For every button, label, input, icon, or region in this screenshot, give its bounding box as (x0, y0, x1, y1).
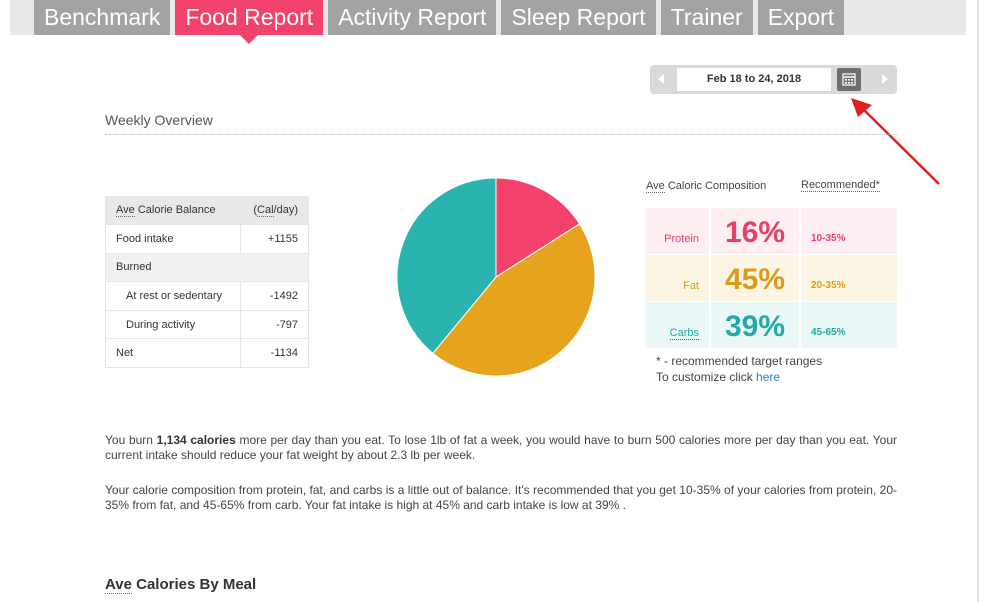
caloric-composition-pie-chart (397, 178, 595, 376)
net-label: Net (105, 338, 241, 369)
calorie-balance-table: Ave Calorie Balance (Cal/day) Food intak… (105, 196, 309, 369)
header-unit: (Cal/day) (240, 196, 309, 226)
fat-percent: 45% (711, 255, 799, 301)
table-row: Food intake +1155 (105, 224, 309, 254)
tab-export[interactable]: Export (757, 0, 845, 35)
previous-week-icon[interactable] (658, 74, 664, 84)
fat-label: Fat (645, 255, 709, 301)
carbs-recommended: 45-65% (801, 302, 897, 348)
composition-grid: Protein 16% 10-35% Fat 45% 20-35% Carbs … (645, 208, 897, 349)
active-tab-caret (239, 34, 260, 44)
summary-paragraph-2: Your calorie composition from protein, f… (105, 483, 897, 512)
tab-label: Activity Report (338, 4, 487, 30)
calendar-button[interactable] (837, 68, 861, 91)
composition-title: Ave Caloric Composition (646, 180, 767, 193)
carbs-label[interactable]: Carbs (645, 302, 709, 348)
summary-paragraph-1: You burn 1,134 calories more per day tha… (105, 433, 897, 463)
customize-text: To customize click (656, 370, 757, 384)
tab-label: Food Report (185, 4, 314, 30)
customize-line: To customize click here (656, 369, 822, 385)
header-label: Ave Calorie Balance (105, 196, 241, 226)
report-tabs: Benchmark Food Report Activity Report Sl… (34, 0, 845, 44)
scrollbar-track[interactable] (977, 0, 979, 602)
fat-row: Fat 45% 20-35% (645, 255, 897, 302)
table-row: Burned (105, 253, 309, 283)
recommended-title: Recommended* (801, 179, 880, 192)
section-divider (105, 134, 897, 135)
header-label-rest: Calorie Balance (134, 204, 216, 217)
fat-recommended: 20-35% (801, 255, 897, 301)
red-annotation-arrow-icon (851, 98, 940, 185)
tab-sleep-report[interactable]: Sleep Report (501, 0, 656, 35)
ave-abbr: Ave (646, 180, 665, 193)
table-row: During activity -797 (105, 310, 309, 340)
food-intake-label: Food intake (105, 224, 241, 254)
summary-text: You burn (105, 433, 157, 447)
burned-label: Burned (105, 253, 309, 283)
table-header-row: Ave Calorie Balance (Cal/day) (105, 196, 309, 226)
weekly-overview-title: Weekly Overview (105, 112, 213, 128)
tab-food-report[interactable]: Food Report (175, 0, 324, 44)
summary-bold-calories: 1,134 calories (156, 433, 236, 447)
table-row: At rest or sedentary -1492 (105, 281, 309, 311)
protein-recommended: 10-35% (801, 208, 897, 254)
pie-slice-carbs (397, 178, 497, 354)
ave-abbr: Ave (116, 204, 135, 218)
tab-label: Trainer (670, 4, 743, 30)
composition-note: * - recommended target ranges To customi… (656, 353, 822, 385)
food-intake-value: +1155 (240, 224, 309, 254)
rest-value: -1492 (240, 281, 309, 311)
cal-abbr: Cal (257, 204, 274, 218)
next-week-icon[interactable] (882, 74, 888, 84)
tab-benchmark[interactable]: Benchmark (34, 0, 171, 35)
rest-label: At rest or sedentary (105, 281, 241, 311)
unit-open: ( (253, 204, 258, 217)
customize-link[interactable]: here (756, 370, 781, 384)
calendar-icon (842, 73, 856, 86)
recommended-title-text: Recommended* (801, 179, 880, 192)
summary-text: more per day than you eat. To lose 1lb o… (105, 433, 897, 462)
pie-slice-protein (495, 178, 581, 278)
carbs-link[interactable]: Carbs (669, 327, 699, 340)
tab-trainer[interactable]: Trainer (660, 0, 753, 35)
carbs-percent: 39% (711, 302, 799, 348)
tab-label: Benchmark (44, 4, 161, 30)
tab-activity-report[interactable]: Activity Report (328, 0, 497, 35)
protein-label: Protein (645, 208, 709, 254)
composition-title-rest: Caloric Composition (664, 180, 767, 192)
pie-slice-fat (432, 223, 595, 376)
date-range-picker: Feb 18 to 24, 2018 (650, 65, 897, 94)
carbs-row: Carbs 39% 45-65% (645, 302, 897, 349)
protein-row: Protein 16% 10-35% (645, 208, 897, 255)
activity-value: -797 (240, 310, 309, 340)
ave-abbr: Ave (105, 576, 132, 594)
calories-by-meal-title: Ave Calories By Meal (105, 576, 257, 594)
net-value: -1134 (240, 338, 309, 369)
tab-label: Sleep Report (511, 4, 646, 30)
meal-title-rest: Calories By Meal (131, 576, 257, 593)
activity-label: During activity (105, 310, 241, 340)
unit-close: /day) (273, 204, 298, 217)
table-row: Net -1134 (105, 338, 309, 369)
tab-label: Export (767, 4, 835, 30)
protein-percent: 16% (711, 208, 799, 254)
recommended-ranges-note: * - recommended target ranges (656, 354, 823, 368)
date-range-label[interactable]: Feb 18 to 24, 2018 (677, 68, 831, 91)
